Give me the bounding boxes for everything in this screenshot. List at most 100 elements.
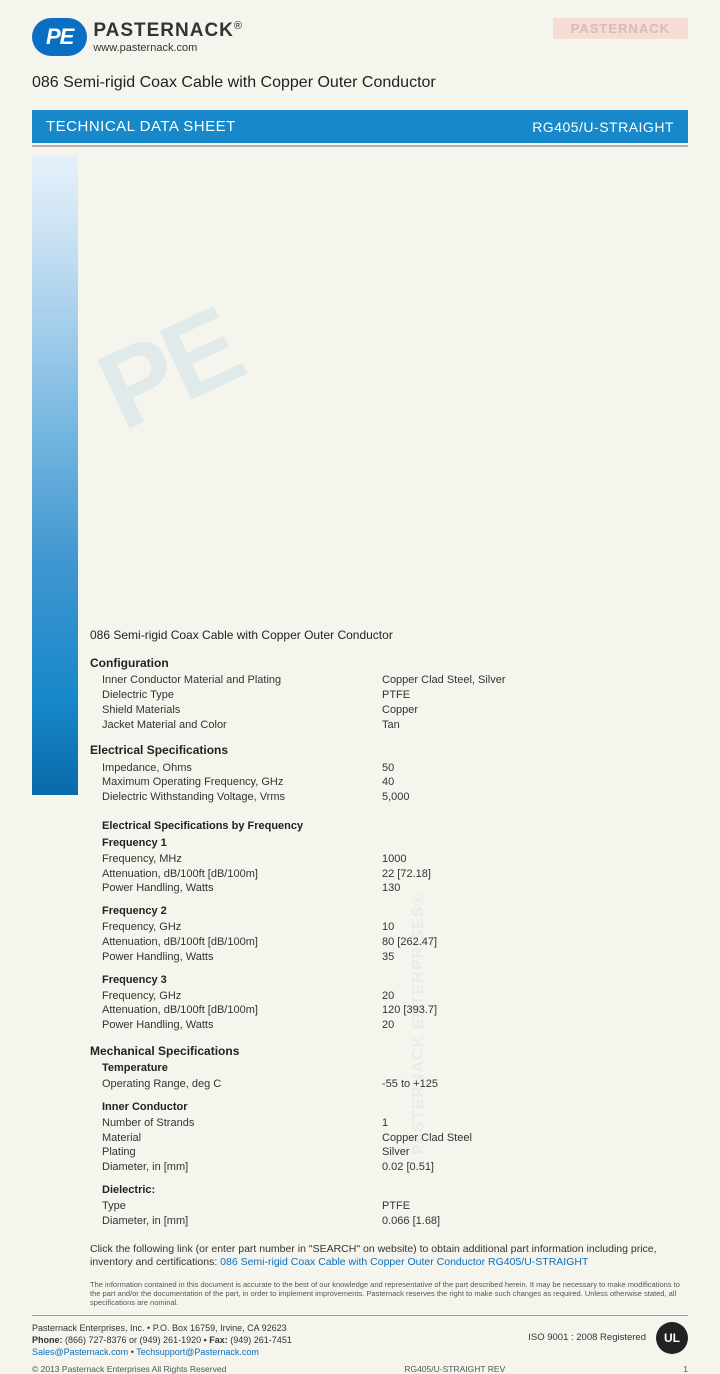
section-electrical: Electrical Specifications	[90, 742, 688, 758]
page-title: 086 Semi-rigid Coax Cable with Copper Ou…	[32, 74, 688, 92]
spec-row: Attenuation, dB/100ft [dB/100m]120 [393.…	[90, 1003, 688, 1018]
logo-name: PASTERNACK	[93, 20, 234, 41]
spec-row: Dielectric TypePTFE	[90, 688, 688, 703]
iso-text: ISO 9001 : 2008 Registered	[528, 1332, 646, 1343]
spec-label: Number of Strands	[102, 1116, 382, 1131]
spec-value: 20	[382, 989, 394, 1004]
copyright: © 2013 Pasternack Enterprises All Rights…	[32, 1364, 226, 1374]
gradient-sidebar	[32, 155, 78, 795]
email-sep: •	[128, 1347, 136, 1357]
tech-email-link[interactable]: Techsupport@Pasternack.com	[136, 1347, 259, 1357]
spec-label: Jacket Material and Color	[102, 718, 382, 733]
spec-label: Attenuation, dB/100ft [dB/100m]	[102, 867, 382, 882]
footer-right: ISO 9001 : 2008 Registered UL	[528, 1322, 688, 1354]
section-byfreq: Electrical Specifications by Frequency	[90, 819, 688, 834]
spec-value: 80 [262.47]	[382, 935, 437, 950]
footer: Pasternack Enterprises, Inc. • P.O. Box …	[0, 1322, 720, 1358]
spec-row: Jacket Material and ColorTan	[90, 718, 688, 733]
spec-row: Power Handling, Watts35	[90, 950, 688, 965]
spec-value: -55 to +125	[382, 1077, 438, 1092]
section-inner-conductor: Inner Conductor	[90, 1100, 688, 1115]
footer-address: Pasternack Enterprises, Inc. • P.O. Box …	[32, 1322, 292, 1334]
spec-value: 40	[382, 775, 394, 790]
spec-row: Dielectric Withstanding Voltage, Vrms5,0…	[90, 790, 688, 805]
spec-row: Inner Conductor Material and PlatingCopp…	[90, 673, 688, 688]
spec-label: Material	[102, 1131, 382, 1146]
footer-left: Pasternack Enterprises, Inc. • P.O. Box …	[32, 1322, 292, 1358]
bottom-row: © 2013 Pasternack Enterprises All Rights…	[0, 1358, 720, 1374]
spec-label: Maximum Operating Frequency, GHz	[102, 775, 382, 790]
banner-underline	[32, 145, 688, 147]
spec-value: 0.02 [0.51]	[382, 1160, 434, 1175]
spec-label: Power Handling, Watts	[102, 950, 382, 965]
spec-label: Frequency, GHz	[102, 920, 382, 935]
spec-value: 120 [393.7]	[382, 1003, 437, 1018]
spec-label: Power Handling, Watts	[102, 1018, 382, 1033]
section-dielectric: Dielectric:	[90, 1183, 688, 1198]
spec-label: Power Handling, Watts	[102, 881, 382, 896]
spec-row: Shield MaterialsCopper	[90, 703, 688, 718]
spec-row: Frequency, GHz10	[90, 920, 688, 935]
section-freq3: Frequency 3	[90, 973, 688, 988]
spec-label: Type	[102, 1199, 382, 1214]
spec-row: MaterialCopper Clad Steel	[90, 1131, 688, 1146]
spec-row: Diameter, in [mm]0.02 [0.51]	[90, 1160, 688, 1175]
page-number: 1	[683, 1364, 688, 1374]
spec-row: PlatingSilver	[90, 1145, 688, 1160]
spec-value: 35	[382, 950, 394, 965]
fax-label: • Fax:	[201, 1335, 230, 1345]
logo: PE PASTERNACK® www.pasternack.com	[32, 18, 242, 56]
fax-value: (949) 261-7451	[230, 1335, 292, 1345]
spec-value: 130	[382, 881, 400, 896]
part-link[interactable]: 086 Semi-rigid Coax Cable with Copper Ou…	[220, 1256, 588, 1268]
spec-value: 50	[382, 761, 394, 776]
spec-label: Inner Conductor Material and Plating	[102, 673, 382, 688]
spec-value: 10	[382, 920, 394, 935]
section-freq1: Frequency 1	[90, 836, 688, 851]
spec-label: Diameter, in [mm]	[102, 1160, 382, 1175]
spec-row: Power Handling, Watts130	[90, 881, 688, 896]
spec-label: Shield Materials	[102, 703, 382, 718]
spec-row: Number of Strands1	[90, 1116, 688, 1131]
spec-value: Copper	[382, 703, 418, 718]
spec-value: Silver	[382, 1145, 410, 1160]
banner: TECHNICAL DATA SHEET RG405/U-STRAIGHT	[32, 110, 688, 143]
phone-label: Phone:	[32, 1335, 65, 1345]
sales-email-link[interactable]: Sales@Pasternack.com	[32, 1347, 128, 1357]
disclaimer: The information contained in this docume…	[90, 1280, 688, 1307]
spec-row: Attenuation, dB/100ft [dB/100m]80 [262.4…	[90, 935, 688, 950]
spec-value: 1000	[382, 852, 406, 867]
spec-row: Frequency, GHz20	[90, 989, 688, 1004]
spec-row: Frequency, MHz1000	[90, 852, 688, 867]
spec-row: Attenuation, dB/100ft [dB/100m]22 [72.18…	[90, 867, 688, 882]
spec-value: Copper Clad Steel	[382, 1131, 472, 1146]
spec-value: PTFE	[382, 1199, 410, 1214]
spec-label: Diameter, in [mm]	[102, 1214, 382, 1229]
logo-text: PASTERNACK® www.pasternack.com	[93, 20, 242, 54]
spec-row: Diameter, in [mm]0.066 [1.68]	[90, 1214, 688, 1229]
link-paragraph: Click the following link (or enter part …	[90, 1243, 688, 1270]
section-temperature: Temperature	[90, 1061, 688, 1076]
spec-label: Dielectric Withstanding Voltage, Vrms	[102, 790, 382, 805]
spec-label: Impedance, Ohms	[102, 761, 382, 776]
watermark-small: PASTERNACK	[553, 18, 688, 39]
spec-row: Operating Range, deg C-55 to +125	[90, 1077, 688, 1092]
content: PE PASTERNACK ENTERPRISES® 086 Semi-rigi…	[90, 155, 688, 1307]
spec-label: Plating	[102, 1145, 382, 1160]
spec-value: 20	[382, 1018, 394, 1033]
section-configuration: Configuration	[90, 655, 688, 671]
spec-row: Power Handling, Watts20	[90, 1018, 688, 1033]
spec-value: 1	[382, 1116, 388, 1131]
spec-value: Tan	[382, 718, 400, 733]
spec-value: PTFE	[382, 688, 410, 703]
section-mechanical: Mechanical Specifications	[90, 1043, 688, 1059]
header-row: PE PASTERNACK® www.pasternack.com PASTER…	[32, 18, 688, 56]
footer-divider	[32, 1315, 688, 1316]
spec-row: Impedance, Ohms50	[90, 761, 688, 776]
spec-label: Attenuation, dB/100ft [dB/100m]	[102, 1003, 382, 1018]
spec-value: 22 [72.18]	[382, 867, 431, 882]
spec-label: Dielectric Type	[102, 688, 382, 703]
spec-value: Copper Clad Steel, Silver	[382, 673, 506, 688]
banner-left: TECHNICAL DATA SHEET	[46, 118, 236, 135]
spec-label: Operating Range, deg C	[102, 1077, 382, 1092]
